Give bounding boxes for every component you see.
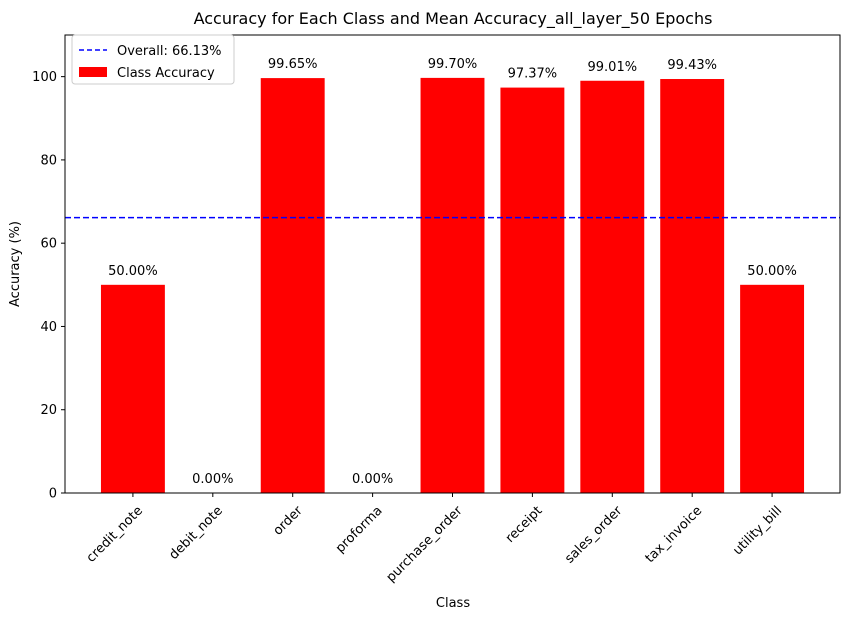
y-axis: 0 20 40 60 80 100 <box>32 70 65 502</box>
legend-overall-label: Overall: 66.13% <box>117 44 222 59</box>
data-labels-layer: 50.00% 0.00% 99.65% 0.00% 99.70% 97.37% 99.01%… <box>108 57 797 487</box>
data-label-utility_bill: 50.00% <box>747 264 797 279</box>
data-label-credit_note: 50.00% <box>108 264 158 279</box>
y-tick-label: 0 <box>49 487 57 502</box>
bar-sales_order <box>580 80 645 493</box>
bar-purchase_order <box>420 77 485 494</box>
bar-utility_bill <box>740 284 805 493</box>
x-tick-label-credit_note: credit_note <box>84 503 146 565</box>
x-tick-label-proforma: proforma <box>333 503 386 556</box>
legend: Overall: 66.13% Class Accuracy <box>71 34 235 85</box>
y-tick-label: 100 <box>32 70 57 85</box>
bar-receipt <box>500 87 565 493</box>
chart-title: Accuracy for Each Class and Mean Accurac… <box>194 9 713 29</box>
legend-box <box>71 34 235 85</box>
y-tick-label: 80 <box>40 153 57 168</box>
x-tick-label-utility_bill: utility_bill <box>730 503 785 558</box>
legend-class-label: Class Accuracy <box>117 66 215 81</box>
data-label-debit_note: 0.00% <box>192 472 233 487</box>
bars-layer <box>100 77 805 494</box>
bar-tax_invoice <box>660 79 725 493</box>
bar-order <box>260 78 325 494</box>
y-tick-label: 20 <box>40 403 57 418</box>
x-tick-label-receipt: receipt <box>503 503 546 546</box>
x-axis-label: Class <box>436 596 470 611</box>
data-label-order: 99.65% <box>268 57 318 72</box>
x-tick-label-tax_invoice: tax_invoice <box>643 503 706 566</box>
bar-credit_note <box>100 284 165 493</box>
x-tick-label-order: order <box>271 503 307 539</box>
data-label-receipt: 97.37% <box>508 67 558 82</box>
x-axis: credit_note debit_note order proformapurcha… <box>84 493 785 585</box>
y-tick-label: 60 <box>40 237 57 252</box>
data-label-tax_invoice: 99.43% <box>667 58 717 73</box>
data-label-purchase_order: 99.70% <box>428 57 478 72</box>
data-label-proforma: 0.00% <box>352 472 393 487</box>
x-tick-label-debit_note: debit_note <box>166 503 225 562</box>
data-label-sales_order: 99.01% <box>588 60 638 75</box>
y-tick-label: 40 <box>40 320 57 335</box>
x-tick-label-purchase_order: purchase_order <box>384 503 466 585</box>
legend-class-swatch <box>79 67 107 77</box>
x-tick-label-sales_order: sales_order <box>562 503 626 567</box>
y-axis-label: Accuracy (%) <box>8 221 23 307</box>
